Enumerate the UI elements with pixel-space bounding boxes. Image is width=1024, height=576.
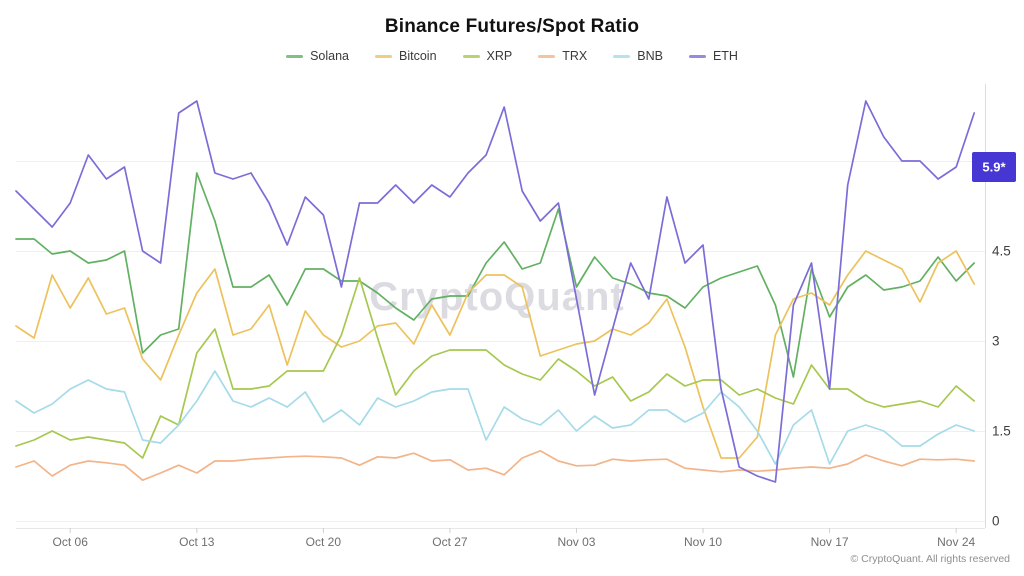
legend-item-solana[interactable]: Solana	[286, 49, 349, 63]
legend-item-bnb[interactable]: BNB	[613, 49, 663, 63]
legend-item-eth[interactable]: ETH	[688, 49, 738, 63]
latest-value-badge	[972, 152, 1016, 182]
legend-label: Bitcoin	[399, 49, 437, 63]
series-line-eth	[15, 100, 976, 483]
legend-item-bitcoin[interactable]: Bitcoin	[375, 49, 437, 63]
latest-value-badge-label: 5.9*	[982, 160, 1006, 175]
legend-item-trx[interactable]: TRX	[538, 49, 587, 63]
legend-label: ETH	[712, 49, 738, 63]
legend-swatch-xrp	[462, 54, 480, 58]
legend-swatch-bnb	[613, 54, 631, 58]
x-tick-label: Oct 20	[306, 535, 342, 549]
x-tick-label: Oct 06	[53, 535, 89, 549]
watermark: CryptoQuant	[369, 275, 625, 319]
legend-swatch-eth	[688, 54, 706, 58]
series-line-solana	[15, 172, 976, 378]
x-tick-label: Nov 24	[937, 535, 975, 549]
x-tick-label: Nov 10	[684, 535, 722, 549]
y-tick-label: 4.5	[992, 244, 1011, 259]
copyright-note: © CryptoQuant. All rights reserved	[850, 553, 1010, 565]
legend-label: TRX	[562, 49, 588, 63]
legend-label: BNB	[637, 49, 663, 63]
x-tick-label: Oct 27	[432, 535, 468, 549]
series-line-trx	[15, 449, 976, 482]
y-tick-label: 1.5	[992, 424, 1011, 439]
legend-item-xrp[interactable]: XRP	[462, 49, 513, 63]
chart-title: Binance Futures/Spot Ratio	[384, 16, 640, 37]
y-tick-label: 3	[992, 334, 1000, 349]
series-line-bnb	[15, 370, 976, 465]
legend-label: Solana	[310, 49, 349, 63]
legend-swatch-bitcoin	[375, 54, 392, 58]
legend-swatch-solana	[286, 54, 304, 58]
x-tick-label: Oct 13	[179, 535, 215, 549]
series-line-bitcoin	[15, 250, 976, 459]
series-line-xrp	[15, 277, 976, 459]
x-tick-label: Nov 17	[811, 535, 849, 549]
chart-legend: Solana Bitcoin XRP TRX BNB ETH	[0, 49, 1024, 63]
x-tick-label: Nov 03	[557, 535, 595, 549]
legend-swatch-trx	[538, 54, 556, 58]
y-tick-label: 0	[992, 514, 1000, 529]
legend-label: XRP	[486, 49, 513, 63]
